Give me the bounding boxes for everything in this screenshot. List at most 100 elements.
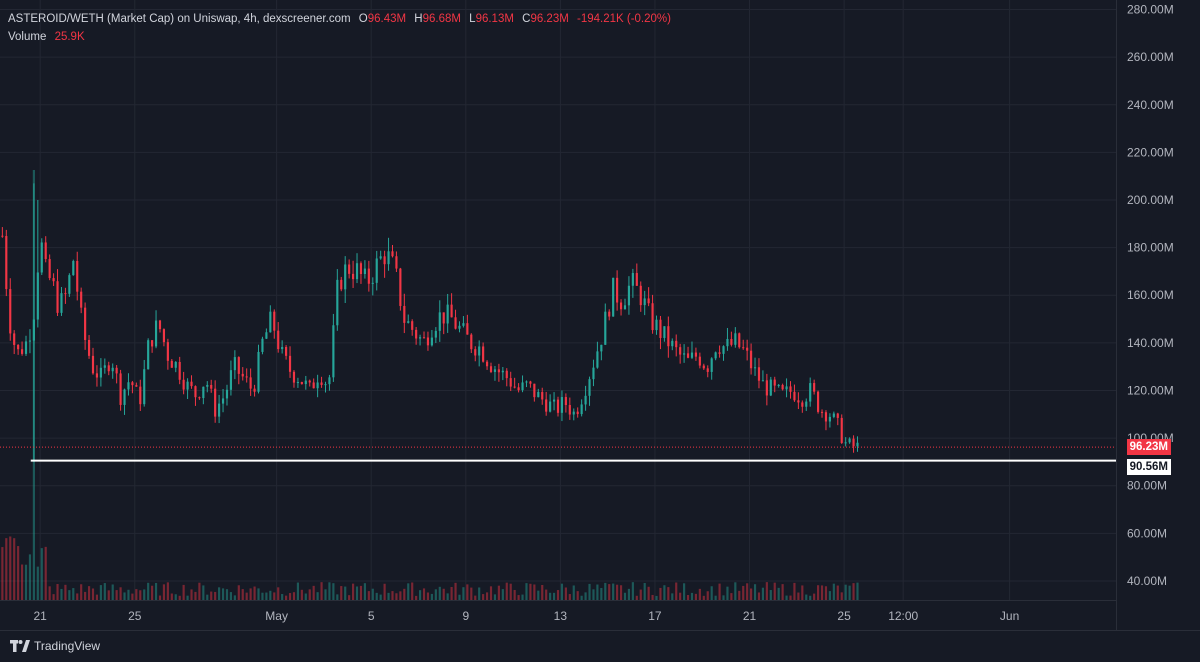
candle-body: [68, 275, 71, 294]
volume-bar: [702, 595, 705, 600]
candle-body: [509, 378, 512, 387]
tradingview-brand: TradingView: [34, 639, 101, 653]
candle-body: [462, 323, 465, 326]
candle-body: [769, 379, 772, 396]
candle-body: [426, 337, 430, 346]
candle-body: [198, 397, 201, 399]
candle-body: [750, 350, 753, 369]
volume-bar: [828, 591, 831, 600]
candle-body: [411, 321, 414, 330]
candle-body: [647, 298, 650, 304]
candle-body: [367, 268, 370, 284]
volume-bar: [757, 592, 761, 600]
volume-bar: [166, 582, 169, 600]
volume-bar: [174, 594, 177, 600]
volume-bar: [730, 593, 733, 600]
volume-bar: [151, 585, 154, 600]
candle-body: [690, 352, 694, 358]
x-tick-label: 25: [128, 609, 142, 623]
volume-bar: [375, 592, 378, 600]
candle-body: [466, 323, 469, 335]
volume-bar: [91, 588, 95, 600]
candle-body: [336, 279, 339, 326]
candle-body: [249, 377, 252, 389]
volume-bar: [281, 594, 284, 600]
candle-body: [52, 278, 55, 282]
volume-bar: [651, 594, 654, 600]
volume-bar: [324, 589, 327, 600]
volume-bar: [257, 588, 260, 600]
candle-body: [399, 268, 402, 306]
x-tick-label: 21: [34, 609, 48, 623]
candle-body: [194, 386, 197, 398]
volume-bar: [143, 589, 146, 600]
candle-body: [391, 251, 394, 257]
volume-bar: [501, 589, 504, 600]
candle-body: [1, 235, 4, 237]
candle-body: [190, 381, 193, 387]
footer-bar: TradingView: [0, 630, 1200, 662]
candle-body: [698, 356, 701, 366]
volume-bar: [292, 592, 296, 600]
candle-body: [738, 333, 741, 348]
volume-bar: [856, 582, 859, 600]
volume-bar: [805, 594, 808, 600]
candle-body: [265, 332, 268, 339]
candle-body: [387, 251, 390, 265]
volume-bar: [529, 583, 532, 600]
volume-bar: [221, 588, 225, 600]
candle-body: [60, 293, 63, 313]
candle-body: [332, 325, 335, 378]
volume-bar: [643, 583, 646, 600]
candle-body: [584, 395, 587, 405]
volume-bar: [694, 593, 698, 600]
volume-bar: [68, 590, 71, 600]
candle-body: [91, 355, 95, 374]
y-tick-label: 200.00M: [1127, 193, 1174, 207]
y-tick-label: 60.00M: [1127, 526, 1167, 540]
volume-bar: [627, 588, 631, 600]
volume-bar: [560, 583, 564, 600]
candle-body: [9, 289, 12, 334]
volume-bar: [1, 547, 4, 600]
candle-body: [710, 358, 713, 372]
candle-body: [742, 347, 745, 349]
volume-bar: [722, 595, 725, 600]
volume-bar: [836, 585, 839, 600]
candle-body: [773, 379, 776, 386]
volume-bar: [411, 582, 414, 600]
candle-body: [623, 305, 627, 310]
volume-bar: [789, 595, 792, 600]
candle-body: [639, 285, 642, 306]
candle-body: [529, 381, 532, 384]
legend-high-value: 96.68M: [422, 13, 461, 25]
tradingview-logo[interactable]: TradingView: [10, 639, 100, 653]
chart-canvas[interactable]: 280.00M 260.00M 240.00M 220.00M 200.00M 180.0…: [0, 0, 1200, 630]
volume-bar: [442, 588, 445, 600]
volume-bar: [552, 592, 556, 600]
volume-bar: [813, 593, 816, 600]
candle-body: [501, 370, 504, 373]
candle-body: [131, 382, 134, 386]
candle-body: [261, 338, 264, 352]
candle-body: [241, 373, 244, 377]
tradingview-icon: [10, 640, 30, 652]
volume-bar: [734, 582, 737, 600]
volume-bar: [194, 591, 197, 600]
volume-bar: [241, 589, 244, 600]
volume-bar: [76, 593, 79, 600]
candle-body: [430, 337, 433, 346]
candle-body: [576, 411, 579, 415]
volume-bar: [229, 592, 233, 600]
volume-bar: [769, 590, 772, 600]
candle-body: [552, 399, 556, 402]
volume-bar: [588, 583, 591, 600]
y-tick-label: 80.00M: [1127, 479, 1167, 493]
candle-body: [300, 382, 303, 385]
legend-line-volume: Volume 25.9K: [8, 28, 671, 46]
candle-body: [702, 365, 705, 369]
candle-body: [556, 399, 560, 413]
candle-body: [517, 387, 520, 391]
volume-bar: [359, 585, 363, 600]
